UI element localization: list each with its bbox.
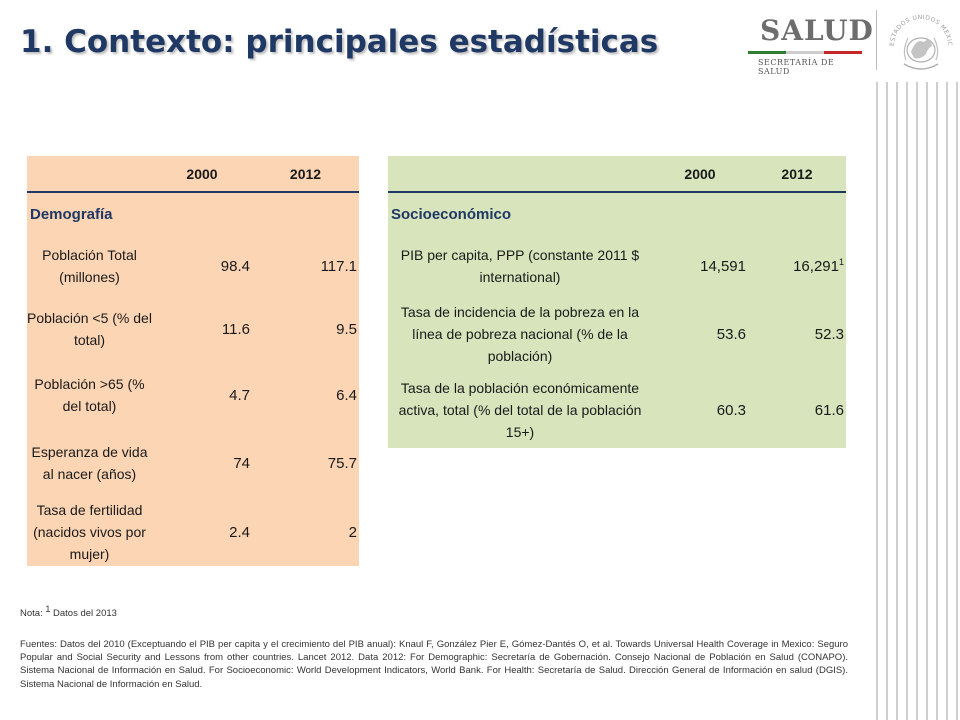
value-2012: 117.1 [320,257,357,275]
column-header-2012: 2012 [748,156,846,193]
value-2012: 6.4 [336,386,357,404]
salud-logo-word: SALUD [760,14,874,47]
column-header-2000: 2000 [152,156,252,193]
row-label: Esperanza de vida al nacer (años) [31,444,148,482]
value-2000: 60.3 [716,401,746,419]
mexico-coat-of-arms-icon: ESTADOS UNIDOS MEXICANOS [886,8,953,70]
column-header [388,156,652,193]
value-2012: 61.6 [814,401,844,419]
value-2000: 14,591 [700,257,746,275]
header-separator [876,10,877,70]
table-row: Tasa de incidencia de la pobreza en la l… [388,296,846,372]
value-2012: 2 [348,523,357,541]
value-2000: 98.4 [220,257,250,275]
footnote: Nota: 1 Datos del 2013 [20,604,117,619]
section-title: Socioeconómico [391,206,512,223]
footnote-marker: 1 [45,604,51,614]
row-label: Población Total (millones) [42,247,137,285]
row-label: Tasa de fertilidad (nacidos vivos por mu… [33,502,146,562]
row-label: Población <5 (% del total) [27,310,152,348]
table-row: Población >65 (% del total) 4.7 6.4 [27,362,359,428]
row-label: PIB per capita, PPP (constante 2011 $ in… [400,247,640,285]
table-row: Esperanza de vida al nacer (años) 74 75.… [27,428,359,498]
footnote-prefix: Nota: [20,608,46,620]
salud-logo-tricolor-line [748,51,862,54]
demografia-header-row: 2000 2012 [27,156,359,193]
value-2000: 11.6 [221,320,250,338]
sources-text: Fuentes: Datos del 2010 (Exceptuando el … [20,639,848,690]
value-2000: 4.7 [229,386,250,404]
socioeconomico-table: 2000 2012 Socioeconómico PIB per capita,… [388,156,846,448]
salud-logo: SALUD SECRETARÍA DE SALUD [746,14,873,76]
footnote-text: Datos del 2013 [50,608,117,620]
value-2012: 52.3 [814,325,844,343]
page-title: 1. Contexto: principales estadísticas [20,24,659,60]
table-row: Población <5 (% del total) 11.6 9.5 [27,296,359,362]
table-row: Tasa de la población económicamente acti… [388,372,846,448]
value-2012-number: 16,291 [793,258,839,275]
column-header-2012: 2012 [252,156,359,193]
demografia-section-row: Demografía [27,192,359,236]
svg-text:ESTADOS UNIDOS MEXICANOS: ESTADOS UNIDOS MEXICANOS [886,8,953,47]
value-2000: 53.6 [716,325,746,343]
socioeconomico-header-row: 2000 2012 [388,156,846,193]
seal-text: ESTADOS UNIDOS MEXICANOS [886,8,953,47]
value-2012: 16,2911 [748,236,846,296]
section-title: Demografía [30,206,113,223]
column-header-2000: 2000 [652,156,748,193]
row-label: Población >65 (% del total) [34,376,145,414]
table-row: PIB per capita, PPP (constante 2011 $ in… [388,236,846,296]
socioeconomico-section-row: Socioeconómico [388,192,846,236]
decorative-stripes [876,82,958,720]
value-2000: 74 [233,454,250,472]
value-2012: 9.5 [336,320,357,338]
footnote-marker: 1 [838,257,844,267]
value-2000: 2.4 [229,523,250,541]
table-row: Tasa de fertilidad (nacidos vivos por mu… [27,498,359,566]
row-label: Tasa de la población económicamente acti… [398,380,642,440]
table-row: Población Total (millones) 98.4 117.1 [27,236,359,296]
demografia-table: 2000 2012 Demografía Población Total (mi… [27,156,359,566]
value-2012: 75.7 [327,454,357,472]
salud-logo-subtitle: SECRETARÍA DE SALUD [758,58,835,76]
row-label: Tasa de incidencia de la pobreza en la l… [400,304,640,364]
column-header [27,156,152,193]
